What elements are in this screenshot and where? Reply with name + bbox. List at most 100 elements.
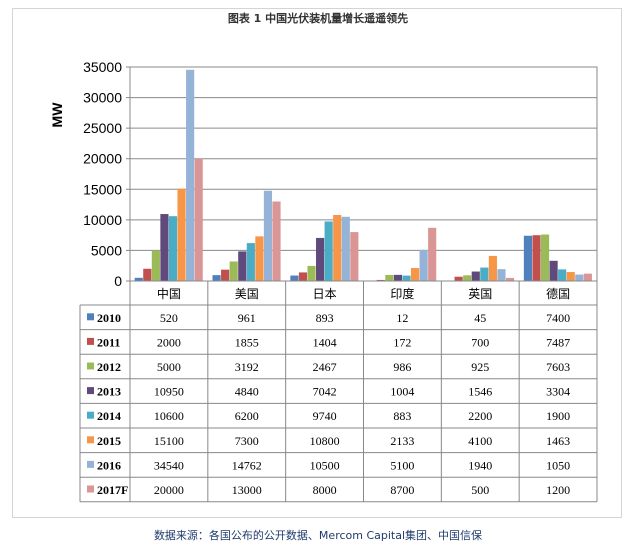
data-label: 8700 [390, 483, 414, 497]
bar-2013-5 [549, 260, 558, 281]
y-tick-label: 5000 [91, 242, 122, 258]
bar-2015-0 [177, 188, 186, 281]
data-label: 10800 [310, 434, 340, 448]
data-label: 172 [393, 335, 411, 349]
data-label: 34540 [154, 458, 184, 472]
legend-entry: 2013 [97, 385, 121, 399]
bar-2012-5 [540, 234, 550, 281]
legend-swatch-2014 [87, 411, 94, 419]
data-label: 14762 [232, 458, 262, 472]
legend-swatch-2015 [87, 436, 94, 444]
bar-2010-1 [212, 275, 221, 281]
bar-2013-0 [160, 214, 169, 281]
bar-2011-2 [298, 272, 308, 281]
bar-2015-4 [488, 255, 497, 281]
plot-area [129, 66, 598, 282]
bar-2011-5 [532, 235, 541, 281]
bar-2015-1 [255, 236, 264, 281]
data-label: 1940 [468, 458, 492, 472]
y-tick-label: 0 [114, 273, 122, 289]
data-label: 1004 [390, 385, 414, 399]
bar-2014-5 [558, 269, 567, 281]
bar-2016-0 [186, 69, 195, 281]
data-label: 8000 [313, 483, 337, 497]
bar-2017F-5 [583, 273, 592, 281]
data-label: 9740 [313, 409, 337, 423]
bar-2012-2 [307, 265, 316, 281]
bar-2013-4 [471, 271, 480, 281]
data-label: 12 [396, 311, 408, 325]
bar-2012-4 [463, 275, 472, 281]
data-label: 2467 [313, 360, 337, 374]
data-label: 13000 [232, 483, 262, 497]
data-label: 3304 [546, 385, 570, 399]
bar-2015-5 [566, 272, 575, 281]
bar-2015-3 [410, 267, 420, 281]
bar-2014-3 [402, 275, 411, 281]
data-label: 1404 [313, 335, 337, 349]
bar-2013-3 [393, 274, 403, 281]
bar-2013-1 [238, 251, 247, 281]
bar-2014-1 [246, 243, 255, 281]
data-label: 961 [238, 311, 256, 325]
data-label: 1900 [546, 409, 570, 423]
legend-swatch-2017F [87, 485, 94, 493]
y-tick-label: 30000 [83, 90, 122, 106]
data-label: 7400 [546, 311, 570, 325]
bar-2014-4 [480, 267, 489, 281]
data-label: 45 [474, 311, 486, 325]
bar-2016-1 [263, 190, 273, 281]
data-label: 6200 [235, 409, 259, 423]
y-tick-label: 20000 [83, 151, 122, 167]
legend-entry: 2015 [97, 434, 121, 448]
bar-2017F-3 [428, 227, 437, 281]
data-label: 893 [316, 311, 334, 325]
bar-2017F-2 [350, 232, 359, 281]
data-label: 3192 [235, 360, 259, 374]
bar-2016-3 [419, 249, 428, 281]
data-label: 2000 [157, 335, 181, 349]
data-label: 7487 [546, 335, 570, 349]
bar-2015-2 [333, 214, 342, 281]
bar-2013-2 [316, 237, 325, 281]
category-label: 英国 [468, 287, 492, 301]
data-label: 1050 [546, 458, 570, 472]
legend-entry: 2011 [97, 335, 120, 349]
y-tick-label: 35000 [83, 59, 122, 75]
data-label: 2200 [468, 409, 492, 423]
bar-2012-1 [229, 261, 238, 281]
data-label: 925 [471, 360, 489, 374]
data-label: 520 [160, 311, 178, 325]
legend-entry: 2010 [97, 311, 121, 325]
legend-entry: 2012 [97, 360, 121, 374]
legend-swatch-2016 [87, 460, 94, 468]
data-label: 10950 [154, 385, 184, 399]
data-label: 883 [393, 409, 411, 423]
data-label: 7603 [546, 360, 570, 374]
bar-2012-3 [385, 274, 394, 281]
legend-entry: 2014 [97, 409, 121, 423]
category-label: 德国 [546, 286, 570, 301]
y-axis-label: MW [49, 102, 65, 128]
category-label: 中国 [157, 286, 181, 301]
data-label: 5100 [390, 458, 414, 472]
bar-2016-4 [497, 269, 506, 281]
bar-2017F-4 [505, 277, 515, 281]
bar-2010-5 [523, 235, 532, 281]
y-tick-label: 25000 [83, 120, 122, 136]
bar-2010-0 [134, 277, 143, 281]
data-label: 5000 [157, 360, 181, 374]
bar-2017F-1 [272, 201, 281, 281]
bar-2017F-0 [194, 158, 203, 281]
bar-2011-4 [454, 276, 463, 281]
bar-2011-1 [221, 269, 230, 281]
bar-2012-0 [151, 250, 160, 281]
data-label: 1200 [546, 483, 570, 497]
bar-2016-2 [341, 216, 350, 281]
bar-2014-0 [168, 216, 178, 281]
data-label: 1463 [546, 434, 570, 448]
category-label: 日本 [313, 287, 337, 301]
data-source-caption: 数据来源：各国公布的公开数据、Mercom Capital集团、中国信保 [153, 529, 483, 542]
bar-2010-2 [290, 275, 299, 281]
